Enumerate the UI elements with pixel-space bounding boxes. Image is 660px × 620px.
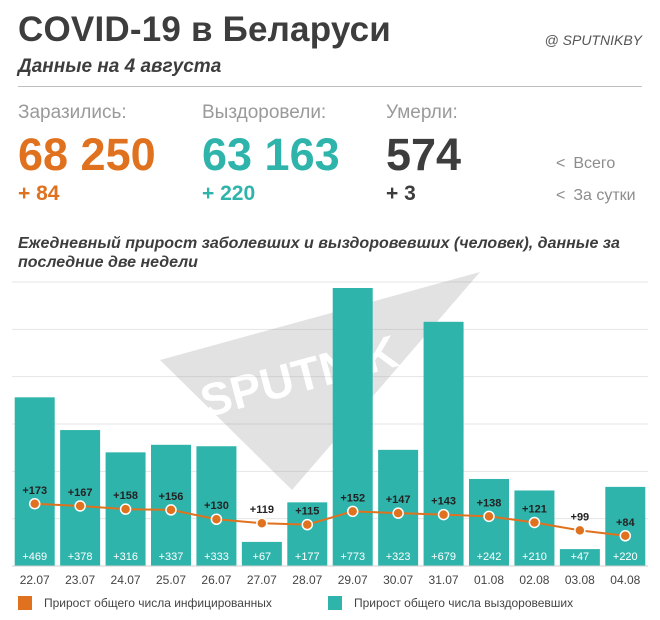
legend-recovered-swatch: [328, 596, 342, 610]
recovered-value-label: +210: [522, 551, 547, 563]
infected-line: [34, 502, 626, 537]
recovered-bar: [469, 478, 509, 566]
stat-recovered-label: Выздоровели:: [202, 102, 327, 123]
x-tick-label: 31.07: [429, 573, 459, 587]
watermark-shape: [160, 272, 480, 490]
infected-point: [346, 505, 359, 518]
recovered-value-label: +177: [295, 551, 320, 563]
chevron-left-icon: <: [556, 187, 566, 204]
recovered-bar: [287, 502, 328, 566]
chevron-left-icon: <: [556, 155, 566, 172]
infected-value-label: +167: [68, 487, 93, 499]
infected-point: [256, 517, 268, 529]
infected-point: [392, 507, 404, 519]
recovered-value-label: +323: [386, 551, 411, 563]
x-tick-label: 25.07: [156, 573, 186, 587]
x-tick-label: 24.07: [111, 573, 141, 587]
x-tick-label: 04.08: [610, 573, 640, 587]
recovered-bar: [241, 541, 282, 566]
infected-value-label: +115: [295, 506, 319, 518]
recovered-value-label: +316: [113, 551, 138, 563]
stat-infected-label: Заразились:: [18, 102, 127, 123]
infected-value-label: +147: [386, 494, 411, 506]
infected-point: [210, 513, 223, 525]
infected-point: [483, 510, 495, 523]
x-tick-label: 29.07: [338, 573, 368, 587]
stat-infected-daily: + 84: [18, 182, 60, 205]
recovered-bar: [514, 490, 555, 566]
stat-deaths-label: Умерли:: [386, 102, 458, 123]
recovered-value-label: +67: [253, 551, 272, 563]
infected-value-label: +143: [431, 496, 456, 508]
recovered-value-label: +47: [571, 551, 590, 563]
infected-value-label: +121: [522, 503, 547, 515]
recovered-value-label: +220: [613, 551, 638, 563]
stat-recovered-daily: + 220: [202, 182, 256, 205]
stat-deaths-total: 574: [386, 129, 462, 180]
recovered-value-label: +337: [159, 551, 184, 563]
legend-recovered-label: Прирост общего числа выздоровевших: [354, 596, 574, 610]
page-title: COVID-19 в Беларуси: [18, 10, 392, 49]
legend-recovered: Прирост общего числа выздоровевших: [328, 596, 573, 610]
stat-deaths-daily: + 3: [386, 182, 416, 205]
recovered-bar: [423, 321, 464, 566]
recovered-bar: [14, 397, 55, 566]
x-tick-label: 23.07: [65, 573, 95, 587]
recovered-bar: [332, 288, 373, 566]
x-tick-label: 28.07: [292, 573, 322, 587]
legend-infected-label: Прирост общего числа инфицированных: [44, 596, 272, 610]
legend-infected-swatch: [18, 596, 32, 610]
infected-point: [437, 508, 450, 521]
infected-value-label: +138: [477, 497, 502, 509]
key-daily: < За сутки: [556, 187, 636, 205]
infected-point: [528, 516, 541, 529]
recovered-value-label: +773: [340, 551, 365, 563]
recovered-bar: [559, 549, 600, 566]
infected-value-label: +158: [113, 490, 138, 502]
recovered-value-label: +378: [68, 551, 93, 563]
infected-point: [619, 530, 632, 542]
infected-value-label: +130: [204, 500, 229, 512]
x-tick-label: 03.08: [565, 573, 595, 587]
recovered-bar: [196, 446, 237, 566]
infected-value-label: +156: [159, 491, 184, 503]
stat-recovered-total: 63 163: [202, 129, 340, 180]
x-tick-label: 22.07: [20, 573, 50, 587]
infected-point: [28, 498, 41, 510]
header-divider: [18, 86, 642, 87]
infected-value-label: +152: [340, 492, 365, 504]
recovered-value-label: +679: [431, 551, 456, 563]
stat-infected: Заразились: 68 250 + 84: [18, 102, 156, 206]
stat-deaths: Умерли: 574 + 3: [386, 102, 461, 206]
stat-infected-total: 68 250: [18, 129, 156, 180]
page-subtitle: Данные на 4 августа: [18, 56, 222, 77]
infected-value-label: +119: [250, 504, 274, 516]
x-tick-label: 26.07: [201, 573, 231, 587]
infected-point: [301, 518, 314, 531]
infected-point: [74, 500, 86, 512]
infected-value-label: +84: [616, 517, 636, 529]
x-tick-label: 30.07: [383, 573, 413, 587]
recovered-value-label: +469: [22, 551, 47, 563]
key-total-label: Всего: [573, 155, 616, 172]
key-total: < Всего: [556, 155, 615, 173]
chart-title: Ежедневный прирост заболевших и выздоров…: [18, 235, 620, 272]
recovered-value-label: +242: [477, 551, 502, 563]
key-daily-label: За сутки: [573, 187, 636, 204]
infected-point: [165, 504, 177, 516]
infected-value-label: +99: [571, 511, 590, 523]
infected-value-label: +173: [22, 485, 47, 497]
legend-infected: Прирост общего числа инфицированных: [18, 596, 272, 610]
infected-point: [574, 524, 586, 537]
recovered-bar: [60, 430, 101, 566]
x-tick-label: 27.07: [247, 573, 277, 587]
recovered-bar: [605, 486, 646, 566]
brand-handle[interactable]: @ SPUTNIKBY: [544, 32, 642, 48]
infected-point: [119, 503, 132, 515]
x-tick-label: 02.08: [519, 573, 549, 587]
x-tick-label: 01.08: [474, 573, 504, 587]
recovered-value-label: +333: [204, 551, 229, 563]
stat-recovered: Выздоровели: 63 163 + 220: [202, 102, 340, 206]
